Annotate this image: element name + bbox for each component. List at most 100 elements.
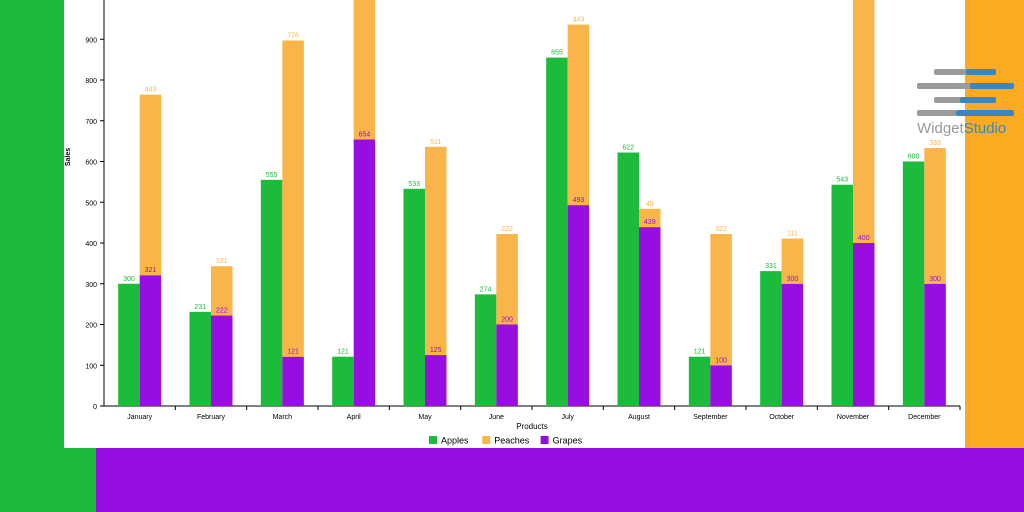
bar-apples <box>617 152 639 406</box>
legend: Apples Peaches Grapes <box>429 436 583 446</box>
y-tick-label: 200 <box>85 323 97 330</box>
data-label-peaches: 511 <box>430 139 441 146</box>
data-label-grapes: 100 <box>715 357 727 364</box>
y-tick-label: 500 <box>85 200 97 207</box>
y-tick-label: 100 <box>85 363 97 370</box>
data-label-apples: 533 <box>408 181 420 188</box>
data-label-apples: 855 <box>551 50 563 57</box>
legend-swatch <box>482 436 491 444</box>
x-tick-label: April <box>347 414 361 421</box>
data-labels: 300 443 321 231 121 222 555 776 121 121 654 533 511 1… <box>123 17 941 365</box>
bar-apples <box>403 188 425 406</box>
data-label-peaches: 121 <box>216 258 228 265</box>
legend-label: Grapes <box>553 436 583 446</box>
y-tick-label: 700 <box>85 119 97 126</box>
data-label-apples: 543 <box>836 177 848 184</box>
bar-peaches <box>139 94 162 276</box>
bar-peaches <box>425 146 447 356</box>
data-label-peaches: 45 <box>646 201 654 208</box>
bar-apples <box>118 283 140 406</box>
data-label-peaches: 222 <box>501 226 513 233</box>
green-frame-corner <box>0 448 96 512</box>
data-label-grapes: 439 <box>644 219 656 226</box>
data-label-peaches: 776 <box>287 32 299 39</box>
legend-label: Peaches <box>494 436 530 446</box>
data-label-grapes: 321 <box>145 267 157 274</box>
axes: 0 100 200 300 400 500 600 700 800 900 January Febru… <box>85 0 961 421</box>
bar-peaches <box>567 24 590 206</box>
data-label-grapes: 125 <box>430 347 442 354</box>
bar-peaches <box>353 0 376 140</box>
bar-apples <box>189 311 211 406</box>
legend-swatch <box>540 436 549 444</box>
bar-peaches <box>211 266 233 316</box>
bar-grapes <box>282 356 304 406</box>
widgetstudio-logo: WidgetStudio <box>910 66 1020 138</box>
x-tick-label: September <box>693 414 728 421</box>
y-tick-label: 900 <box>85 37 97 44</box>
bar-apples <box>760 271 782 406</box>
x-tick-label: May <box>418 414 432 421</box>
y-tick-label: 600 <box>85 160 97 167</box>
x-axis-title: Products <box>516 422 548 431</box>
bars <box>118 0 946 407</box>
data-label-peaches: 322 <box>715 226 727 233</box>
logo-word1: Widget <box>917 120 965 137</box>
data-label-grapes: 200 <box>501 317 513 324</box>
x-tick-label: February <box>197 414 226 421</box>
bar-grapes <box>425 355 447 406</box>
data-label-grapes: 400 <box>858 235 870 242</box>
legend-swatch <box>429 436 437 444</box>
bar-peaches <box>639 208 661 228</box>
data-label-grapes: 121 <box>287 349 299 356</box>
data-label-apples: 331 <box>765 263 777 270</box>
x-tick-label: January <box>127 414 152 421</box>
y-tick-label: 800 <box>85 78 97 85</box>
bar-grapes <box>710 365 732 406</box>
data-label-apples: 622 <box>622 145 634 152</box>
data-label-apples: 600 <box>908 154 920 161</box>
bar-peaches <box>781 238 804 284</box>
y-axis-title: Sales <box>65 148 72 166</box>
bar-peaches <box>853 0 875 243</box>
bar-grapes <box>567 205 590 406</box>
data-label-grapes: 300 <box>929 276 941 283</box>
data-label-peaches: 443 <box>145 87 157 94</box>
data-label-apples: 121 <box>694 349 706 356</box>
bar-apples <box>831 184 853 406</box>
data-label-peaches: 111 <box>787 231 798 238</box>
bar-grapes <box>853 243 875 406</box>
bar-apples <box>902 161 925 406</box>
data-label-apples: 231 <box>194 304 206 311</box>
data-label-grapes: 300 <box>787 276 799 283</box>
data-label-apples: 274 <box>480 286 492 293</box>
bar-peaches <box>282 40 304 357</box>
bar-peaches <box>924 148 946 284</box>
chart-panel: 0 100 200 300 400 500 600 700 800 900 January Febru… <box>64 0 965 448</box>
bar-apples <box>332 356 354 406</box>
x-tick-label: July <box>561 414 574 421</box>
data-label-apples: 300 <box>123 276 135 283</box>
y-tick-label: 300 <box>85 282 97 289</box>
bar-grapes <box>139 275 162 406</box>
data-label-peaches: 333 <box>929 140 941 147</box>
data-label-grapes: 654 <box>359 131 371 138</box>
bar-grapes <box>781 283 804 406</box>
bar-apples <box>546 57 568 407</box>
bar-apples <box>474 294 497 406</box>
x-tick-label: November <box>837 414 870 421</box>
data-label-grapes: 222 <box>216 308 228 315</box>
bar-peaches <box>710 234 732 366</box>
logo-word2: Studio <box>964 120 1007 137</box>
bar-apples <box>688 356 711 406</box>
svg-text:WidgetStudio: WidgetStudio <box>917 120 1006 137</box>
bar-grapes <box>639 227 661 406</box>
bar-peaches <box>496 234 518 325</box>
purple-frame-bottom <box>96 448 1024 512</box>
bar-grapes <box>496 324 518 406</box>
bar-grapes <box>924 283 946 406</box>
x-tick-label: March <box>273 414 293 421</box>
bar-grapes <box>353 139 376 406</box>
legend-label: Apples <box>441 436 469 446</box>
data-label-peaches: 443 <box>573 17 585 24</box>
